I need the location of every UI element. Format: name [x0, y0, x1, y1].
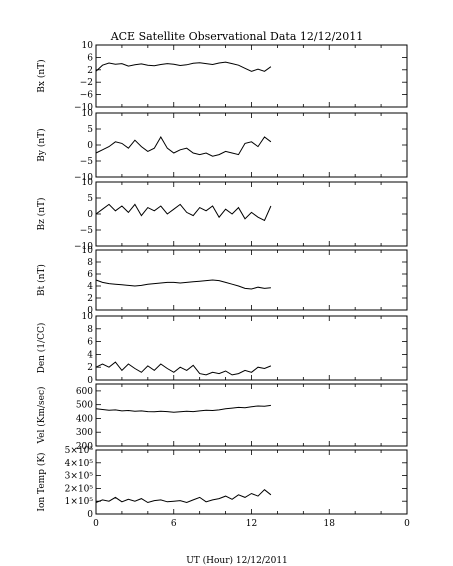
- y-axis-label: Bx (nT): [36, 59, 47, 92]
- y-tick-label: 2×10⁵: [65, 484, 94, 494]
- y-tick-label: 10: [82, 246, 94, 256]
- y-tick-label: −2: [80, 78, 93, 88]
- y-tick-label: 0: [87, 510, 93, 520]
- x-axis-label: UT (Hour) 12/12/2011: [186, 555, 288, 566]
- y-tick-label: 600: [76, 387, 93, 397]
- y-axis-label: Den (1/CC): [36, 323, 47, 374]
- y-tick-label: 10: [82, 41, 94, 51]
- x-tick-labels: 0 6 12 18 0: [93, 519, 410, 529]
- panel-4: 0 2 4 6 8 10 Bt (nT): [36, 246, 408, 316]
- y-axis-label: Bt (nT): [36, 264, 47, 296]
- y-tick-label: 10: [82, 312, 94, 322]
- y-tick-label: 3×10⁵: [65, 472, 94, 482]
- series-line: [95, 489, 272, 504]
- y-tick-label: 2: [87, 66, 93, 76]
- y-axis-label: Bz (nT): [36, 197, 47, 230]
- y-tick-label: 5: [87, 194, 93, 204]
- plot-frame: [95, 112, 408, 178]
- figure-title: ACE Satellite Observational Data 12/12/2…: [110, 30, 364, 43]
- series-line: [95, 279, 271, 290]
- y-tick-label: −6: [80, 91, 94, 101]
- panel-3: −10 −5 0 5 10 Bz (nT): [36, 178, 408, 252]
- y-tick-label: −5: [80, 157, 94, 167]
- y-tick-label: 0: [87, 306, 93, 316]
- y-tick-label: −10: [74, 242, 93, 252]
- panel-6: 200 300 400 500 600 Vel (Km/sec): [36, 383, 408, 452]
- panel-5: 0 2 4 6 8 10 Den (1/CC): [36, 312, 408, 386]
- y-tick-label: 10: [82, 178, 94, 188]
- y-tick-label: 0: [87, 141, 93, 151]
- series-line: [95, 203, 272, 222]
- y-tick-label: 2: [87, 294, 93, 304]
- x-tick-label: 18: [324, 519, 336, 529]
- y-tick-label: 2: [87, 363, 93, 373]
- plot-frame: [95, 449, 408, 515]
- y-tick-label: 5: [87, 125, 93, 135]
- series-line: [95, 61, 272, 72]
- y-tick-label: −10: [74, 103, 93, 113]
- x-tick-label: 0: [93, 519, 99, 529]
- y-tick-label: 4×10⁵: [65, 459, 94, 469]
- y-tick-label: 8: [87, 258, 93, 268]
- series-line: [95, 361, 272, 376]
- y-tick-label: 4: [87, 282, 93, 292]
- panel-7: 0 1×10⁵ 2×10⁵ 3×10⁵ 4×10⁵ 5×10⁵ Ion Temp (K): [36, 446, 408, 520]
- y-tick-label: 400: [76, 414, 93, 424]
- series-line: [95, 404, 271, 413]
- y-tick-label: 4: [87, 350, 93, 360]
- x-tick-label: 6: [171, 519, 177, 529]
- x-tick-label: 0: [404, 519, 410, 529]
- plot-frame: [95, 383, 408, 447]
- plot-frame: [95, 44, 408, 108]
- y-tick-label: 300: [76, 428, 93, 438]
- y-tick-label: 10: [82, 109, 94, 119]
- plot-frame: [95, 249, 408, 311]
- y-tick-label: 5×10⁵: [65, 446, 94, 456]
- y-axis-label: By (nT): [36, 128, 47, 161]
- panel-2: −10 −5 0 5 10 By (nT): [36, 109, 408, 183]
- y-tick-label: 0: [87, 210, 93, 220]
- x-tick-label: 12: [246, 519, 257, 529]
- panels: −10 −6 −2 2 6 10 Bx (nT) −10 −5 0 5 10 By (nT) −10 −5 0…: [36, 41, 408, 520]
- y-tick-label: 200: [76, 442, 93, 452]
- y-tick-label: −10: [74, 173, 93, 183]
- y-axis-label: Ion Temp (K): [36, 452, 47, 511]
- series-line: [95, 136, 272, 157]
- y-tick-label: 6: [87, 338, 93, 348]
- y-tick-label: 6: [87, 270, 93, 280]
- y-tick-label: −5: [80, 226, 94, 236]
- y-tick-label: 1×10⁵: [65, 497, 94, 507]
- y-tick-label: 6: [87, 53, 93, 63]
- y-axis-label: Vel (Km/sec): [36, 386, 47, 444]
- y-tick-label: 500: [76, 401, 93, 411]
- panel-1: −10 −6 −2 2 6 10 Bx (nT): [36, 41, 408, 113]
- y-tick-label: 0: [87, 376, 93, 386]
- y-tick-label: 8: [87, 325, 93, 335]
